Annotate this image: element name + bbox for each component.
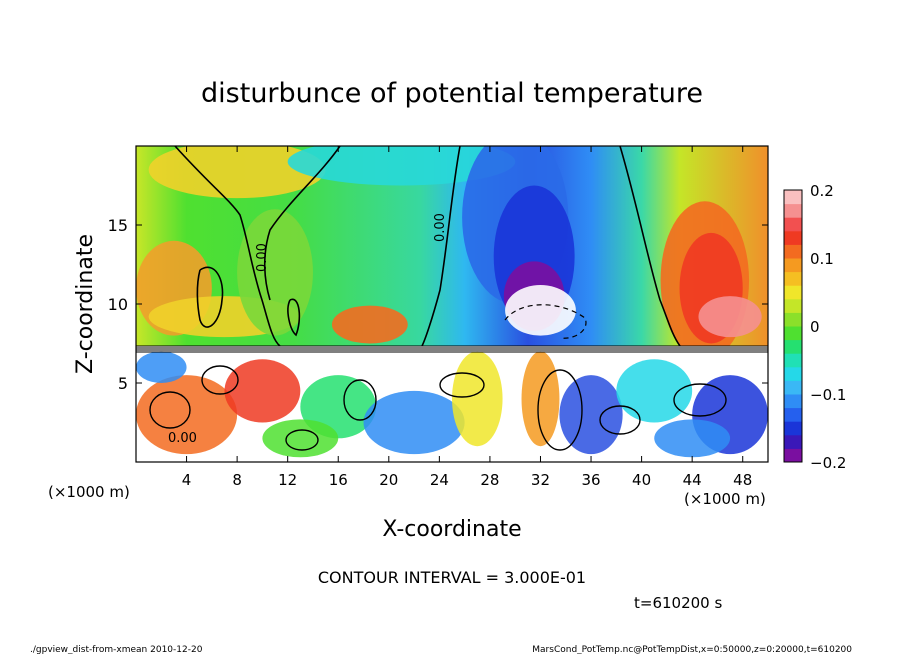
colorbar-swatch-15 — [784, 244, 802, 259]
contour-interval-text: CONTOUR INTERVAL = 3.000E-01 — [318, 568, 586, 587]
colorbar-swatch-1 — [784, 434, 802, 449]
colorbar-swatch-10 — [784, 312, 802, 327]
x-tick-label-3: 16 — [329, 471, 348, 489]
turbulence-blob-5 — [521, 351, 560, 447]
colorbar-swatch-17 — [784, 217, 802, 232]
contour-line-1 — [263, 146, 341, 301]
colorbar-swatch-11 — [784, 298, 802, 313]
lower-contour-5 — [599, 405, 641, 435]
x-unit-left: (×1000 m) — [48, 483, 130, 501]
x-tick-label-10: 44 — [683, 471, 702, 489]
colorbar-swatch-14 — [784, 258, 802, 273]
colorbar: 0.2 0.1 0 −0.1 −0.2 — [783, 182, 846, 472]
colorbar-swatch-9 — [784, 326, 802, 341]
colorbar-label-4: −0.2 — [810, 454, 846, 472]
contour-label-2: 0.00 — [255, 243, 270, 272]
contour-line-0 — [174, 146, 281, 347]
turbulence-blob-7 — [616, 359, 693, 423]
colorbar-label-2: 0 — [810, 318, 820, 336]
contour-label-3: 0.00 — [168, 431, 197, 446]
footer-right: MarsCond_PotTemp.nc@PotTempDist,x=0:5000… — [532, 645, 852, 654]
x-tick-label-5: 24 — [430, 471, 449, 489]
field-blob-12 — [237, 209, 313, 336]
x-tick-label-11: 48 — [733, 471, 752, 489]
colorbar-swatch-0 — [784, 448, 802, 463]
turbulence-blob-6 — [559, 375, 623, 455]
lower-contour-1 — [439, 372, 485, 398]
contour-label-1: 0.00 — [433, 213, 448, 242]
x-tick-label-7: 32 — [531, 471, 550, 489]
turbulence-blob-3 — [363, 390, 465, 455]
colorbar-swatch-8 — [784, 339, 802, 354]
lower-contour-0 — [285, 429, 319, 451]
x-tick-label-8: 36 — [581, 471, 600, 489]
colorbar-swatch-7 — [784, 353, 802, 368]
contour-line-4 — [196, 266, 224, 328]
contour-line-2 — [421, 146, 461, 347]
turbulence-blob-10 — [262, 419, 339, 458]
y-tick-label-2: 15 — [108, 216, 128, 235]
colorbar-swatch-5 — [784, 380, 802, 395]
footer-left: ./gpview_dist-from-xmean 2010-12-20 — [30, 645, 203, 654]
turbulence-blob-0 — [136, 375, 238, 455]
chart-title: disturbunce of potential temperature — [201, 78, 703, 109]
colorbar-label-3: −0.1 — [810, 386, 846, 404]
field-blob-8 — [698, 296, 762, 338]
colorbar-frame — [783, 189, 803, 463]
colorbar-swatch-12 — [784, 285, 802, 300]
turbulence-blob-9 — [136, 351, 187, 384]
field-blob-0 — [148, 146, 326, 199]
turbulence-blob-11 — [654, 419, 731, 458]
x-tick-label-9: 40 — [632, 471, 651, 489]
lower-contour-7 — [149, 391, 191, 429]
y-tick-label-1: 10 — [108, 295, 128, 314]
lower-contour-3 — [201, 365, 239, 395]
field-blob-10 — [331, 305, 408, 344]
colorbar-swatch-18 — [784, 203, 802, 218]
turbulence-blob-1 — [224, 359, 301, 423]
field-blob-5 — [505, 285, 576, 336]
turbulence-blob-4 — [452, 351, 503, 447]
colorbar-label-1: 0.1 — [810, 250, 834, 268]
lower-contour-4 — [343, 379, 377, 421]
colorbar-swatch-2 — [784, 421, 802, 436]
contour-dashed — [504, 304, 587, 339]
time-text: t=610200 s — [634, 594, 722, 612]
contour-line-5 — [287, 298, 301, 337]
colorbar-swatch-13 — [784, 271, 802, 286]
colorbar-label-0: 0.2 — [810, 182, 834, 200]
y-tick-label-0: 5 — [118, 374, 128, 393]
y-axis-label: Z-coordinate — [73, 234, 98, 374]
colorbar-swatch-6 — [784, 366, 802, 381]
x-tick-label-2: 12 — [278, 471, 297, 489]
x-axis-label: X-coordinate — [382, 517, 521, 542]
colorbar-swatch-19 — [784, 190, 802, 205]
plot-area — [136, 146, 768, 462]
x-tick-label-1: 8 — [232, 471, 242, 489]
x-unit-right: (×1000 m) — [684, 490, 766, 508]
contour-line-3 — [619, 146, 681, 347]
x-tick-label-4: 20 — [379, 471, 398, 489]
colorbar-swatch-3 — [784, 407, 802, 422]
lower-contour-2 — [537, 369, 583, 451]
x-tick-label-6: 28 — [480, 471, 499, 489]
x-tick-label-0: 4 — [182, 471, 192, 489]
colorbar-swatch-16 — [784, 230, 802, 245]
colorbar-swatch-4 — [784, 394, 802, 409]
lower-contour-6 — [673, 383, 727, 417]
